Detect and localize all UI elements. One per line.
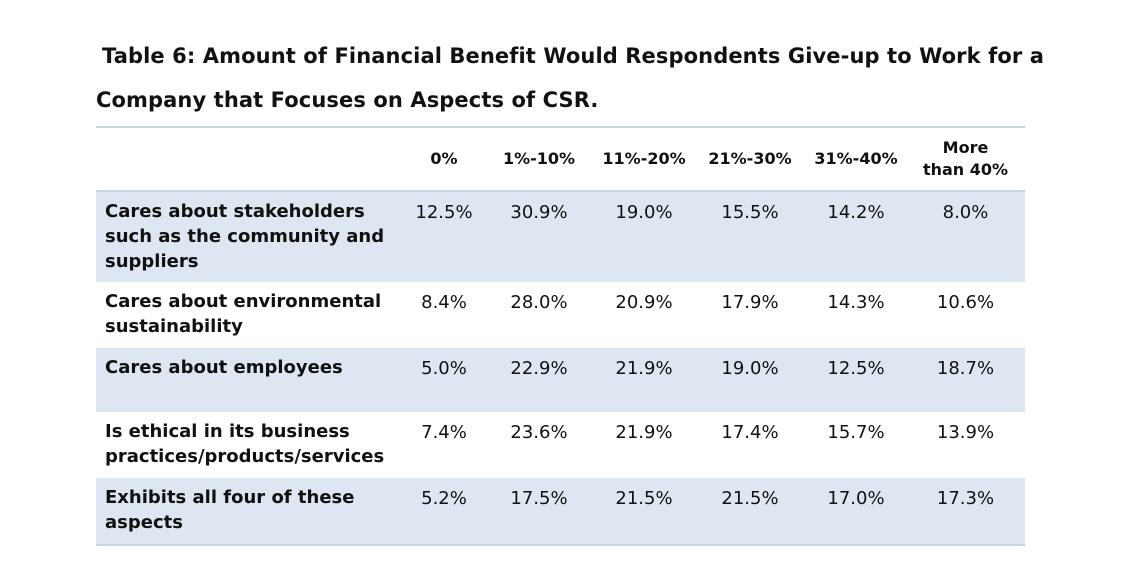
table-cell: 8.4% [421, 292, 467, 313]
row-label: Exhibits all four of these aspects [105, 487, 355, 533]
header-col6-line-2: than 40% [922, 160, 1009, 179]
table-cell: 13.9% [936, 422, 995, 443]
table-cell: 22.9% [510, 358, 568, 379]
row-label: Is ethical in its business practices/pro… [105, 421, 385, 467]
table-cell: 5.0% [421, 358, 467, 379]
table-cell: 18.7% [936, 358, 995, 379]
table-cell: 8.0% [942, 202, 989, 223]
table-cell: 5.2% [421, 488, 467, 509]
table-cell: 17.4% [721, 422, 779, 443]
table-row: Cares about employees 5.0% 22.9% 21.9% 1… [96, 348, 1025, 412]
table-title: Table 6: Amount of Financial Benefit Wou… [96, 34, 1045, 122]
table-row: Cares about environmental sustainability… [96, 282, 1025, 348]
header-col-1-10-percent: 1%-10% [502, 149, 576, 168]
table-cell: 12.5% [827, 358, 885, 379]
table-cell: 17.5% [510, 488, 568, 509]
header-col-0-percent: 0% [430, 149, 458, 168]
header-col-31-40-percent: 31%-40% [814, 149, 898, 168]
header-col-21-30-percent: 21%-30% [708, 149, 792, 168]
table-row: Cares about stakeholders such as the com… [96, 192, 1025, 282]
table-title-line-2: Company that Focuses on Aspects of CSR. [96, 88, 599, 112]
table-cell: 10.6% [936, 292, 995, 313]
csr-table: 0% 1%-10% 11%-20% 21%-30% 31%-40% More t… [96, 126, 1025, 546]
header-col-11-20-percent: 11%-20% [602, 149, 686, 168]
table-cell: 21.5% [721, 488, 779, 509]
table-cell: 19.0% [721, 358, 779, 379]
table-cell: 14.2% [827, 202, 885, 223]
table-cell: 28.0% [510, 292, 568, 313]
table-cell: 21.9% [615, 422, 673, 443]
header-label-cell [96, 128, 404, 190]
row-label: Cares about employees [105, 357, 343, 378]
table-cell: 21.5% [615, 488, 673, 509]
table-cell: 17.0% [827, 488, 885, 509]
table-row: Exhibits all four of these aspects 5.2% … [96, 478, 1025, 544]
table-cell: 15.7% [827, 422, 885, 443]
header-col6-line-1: More [942, 138, 989, 157]
table-cell: 30.9% [510, 202, 568, 223]
header-col-more-than-40-percent: More than 40% [906, 128, 1025, 190]
row-label: Cares about environmental sustainability [105, 291, 382, 337]
table-row: Is ethical in its business practices/pro… [96, 412, 1025, 478]
table-cell: 14.3% [827, 292, 885, 313]
table-cell: 20.9% [615, 292, 673, 313]
table-cell: 17.3% [936, 488, 995, 509]
table-title-line-1: Table 6: Amount of Financial Benefit Wou… [102, 44, 1045, 68]
table-cell: 17.9% [721, 292, 779, 313]
table-cell: 23.6% [510, 422, 568, 443]
table-cell: 12.5% [415, 202, 473, 223]
table-cell: 19.0% [615, 202, 673, 223]
table-cell: 21.9% [615, 358, 673, 379]
table-header-row: 0% 1%-10% 11%-20% 21%-30% 31%-40% More t… [96, 128, 1025, 192]
row-label: Cares about stakeholders such as the com… [105, 201, 385, 272]
table-cell: 15.5% [721, 202, 779, 223]
table-cell: 7.4% [421, 422, 467, 443]
